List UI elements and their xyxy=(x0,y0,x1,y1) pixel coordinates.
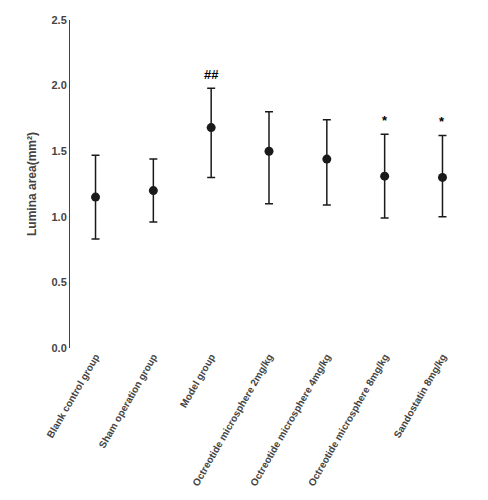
svg-text:*: * xyxy=(382,113,388,128)
svg-text:2.0: 2.0 xyxy=(52,79,67,91)
svg-text:1.5: 1.5 xyxy=(52,145,67,157)
svg-text:2.5: 2.5 xyxy=(52,14,67,26)
svg-text:Octreotide microsphere 2mg/kg: Octreotide microsphere 2mg/kg xyxy=(190,352,275,488)
svg-text:1.0: 1.0 xyxy=(52,211,67,223)
svg-text:Octreotide microsphere 4mg/kg: Octreotide microsphere 4mg/kg xyxy=(248,352,333,488)
svg-text:Model group: Model group xyxy=(178,352,218,409)
svg-text:Sandostatin 8mg/kg: Sandostatin 8mg/kg xyxy=(392,352,449,440)
svg-text:Lumina area(mm²): Lumina area(mm²) xyxy=(25,132,39,236)
svg-text:Octreotide microsphere 8mg/kg: Octreotide microsphere 8mg/kg xyxy=(306,352,391,488)
svg-text:0.5: 0.5 xyxy=(52,276,67,288)
svg-text:##: ## xyxy=(204,67,219,82)
svg-text:Blank control group: Blank control group xyxy=(45,352,102,440)
svg-text:Sham operation group: Sham operation group xyxy=(97,352,160,450)
svg-text:*: * xyxy=(439,114,445,129)
svg-text:0.0: 0.0 xyxy=(52,342,67,354)
